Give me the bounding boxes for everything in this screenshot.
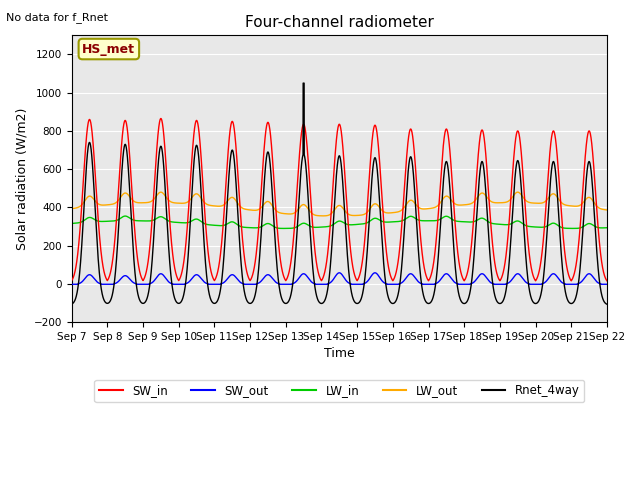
Text: No data for f_Rnet: No data for f_Rnet: [6, 12, 108, 23]
Y-axis label: Solar radiation (W/m2): Solar radiation (W/m2): [15, 108, 28, 250]
Text: HS_met: HS_met: [83, 43, 135, 56]
X-axis label: Time: Time: [324, 348, 355, 360]
Title: Four-channel radiometer: Four-channel radiometer: [245, 15, 434, 30]
Legend: SW_in, SW_out, LW_in, LW_out, Rnet_4way: SW_in, SW_out, LW_in, LW_out, Rnet_4way: [94, 380, 584, 402]
